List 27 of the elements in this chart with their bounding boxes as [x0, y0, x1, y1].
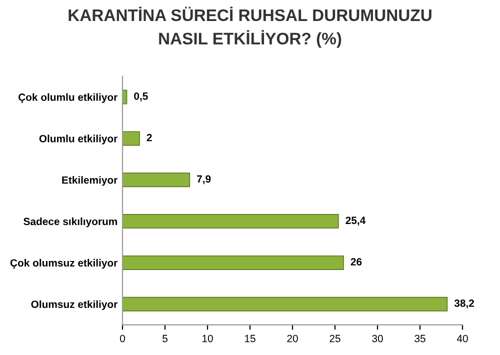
x-tick-label: 20	[287, 334, 298, 342]
x-tick-label: 30	[372, 334, 383, 342]
chart-title: KARANTİNA SÜRECİ RUHSAL DURUMUNUZU NASIL ETKİLİYOR? (%)	[68, 6, 432, 48]
data-label: 26	[350, 258, 362, 266]
y-tick-label: Olumlu etkiliyor	[39, 134, 118, 144]
bar	[122, 172, 190, 188]
y-tick-label: Çok olumlu etkiliyor	[18, 93, 118, 103]
x-tick-label: 15	[245, 334, 256, 342]
data-label: 25,4	[346, 216, 366, 226]
y-tick-label: Sadece sıkılıyorum	[24, 218, 117, 228]
bar	[122, 214, 339, 229]
bar	[122, 296, 448, 312]
data-label: 2	[146, 134, 152, 142]
y-tick-label: Çok olumsuz etkiliyor	[10, 258, 118, 269]
data-label: 7,9	[197, 175, 211, 184]
x-tick-label: 5	[162, 334, 168, 342]
x-tick-label: 40	[456, 334, 468, 342]
x-tick-label: 25	[330, 334, 340, 342]
x-tick-label: 0	[120, 334, 125, 342]
y-tick-label: Olumsuz etkiliyor	[31, 300, 118, 310]
x-tick-label: 35	[414, 334, 426, 342]
data-label: 0,5	[134, 92, 148, 102]
bar	[122, 131, 140, 146]
y-tick-label: Etkilemiyor	[62, 176, 118, 186]
bar	[122, 255, 344, 270]
x-tick-label: 10	[202, 334, 213, 342]
data-label: 38,2	[454, 300, 474, 308]
